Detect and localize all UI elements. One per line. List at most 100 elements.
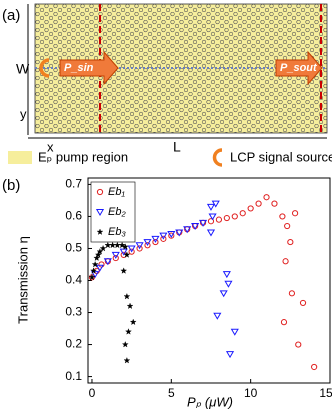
input-label: P_sin: [64, 62, 94, 74]
marker: [284, 222, 291, 230]
marker: [123, 356, 131, 364]
source-swatch: [212, 148, 223, 167]
marker: [152, 238, 159, 246]
source-icon: [39, 58, 50, 78]
marker: [129, 318, 137, 326]
marker: [121, 340, 129, 348]
panel-label: (b): [2, 177, 20, 194]
marker: [103, 258, 112, 266]
panel-label: (a): [2, 7, 20, 24]
marker: [109, 241, 117, 249]
marker: [191, 223, 200, 231]
marker: [159, 232, 168, 240]
marker: [239, 210, 246, 217]
marker: [126, 302, 134, 310]
marker: [291, 210, 299, 217]
marker: [128, 248, 135, 255]
marker: [160, 235, 167, 242]
marker: [223, 214, 230, 222]
marker: [168, 232, 175, 239]
x-axis-title: Pₚ (μW): [187, 394, 233, 409]
marker: [98, 261, 105, 268]
marker: [207, 218, 215, 225]
marker: [230, 328, 239, 336]
marker: [93, 254, 101, 261]
marker: [287, 238, 294, 246]
input-arrow: [59, 50, 119, 86]
marker: [112, 254, 119, 262]
y-axis-title: Transmission η: [15, 236, 30, 324]
marker: [263, 194, 270, 201]
pump-swatch: [8, 151, 32, 164]
pump-legend: Eₚ pump region: [38, 149, 128, 164]
marker: [104, 241, 112, 249]
marker: [91, 260, 99, 268]
marker: [91, 271, 100, 279]
marker: [118, 241, 126, 249]
marker: [123, 251, 131, 258]
marker: [175, 229, 184, 237]
x-tick-label: 10: [244, 386, 258, 400]
marker: [125, 328, 132, 335]
y-tick-label: 0.4: [65, 273, 82, 287]
x-axis-label: x: [47, 139, 54, 154]
marker: [198, 219, 208, 227]
marker: [127, 245, 136, 253]
marker: [88, 273, 96, 281]
legend-label: Eb₂: [108, 206, 126, 218]
legend-label: Eb₃: [108, 226, 126, 238]
marker: [299, 299, 307, 307]
output-arrow: [275, 50, 323, 86]
marker: [225, 351, 235, 359]
marker: [224, 280, 233, 288]
marker: [215, 216, 223, 223]
marker: [151, 235, 160, 243]
marker: [231, 213, 238, 220]
y-tick-label: 0.6: [65, 209, 82, 223]
marker: [99, 244, 107, 252]
marker: [143, 239, 152, 247]
marker: [279, 213, 286, 220]
length-label: L: [173, 139, 181, 155]
marker: [113, 241, 121, 249]
marker: [96, 228, 104, 235]
marker: [167, 231, 176, 239]
y-axis-label: y: [20, 106, 27, 121]
marker: [295, 341, 302, 348]
legend-label: Eb₁: [108, 186, 125, 198]
marker: [136, 245, 143, 252]
marker: [280, 319, 288, 326]
y-tick-label: 0.1: [65, 369, 82, 383]
y-tick-label: 0.5: [65, 241, 82, 255]
marker: [96, 248, 104, 255]
y-tick-label: 0.3: [65, 305, 82, 319]
marker: [183, 226, 192, 234]
x-tick-label: 5: [168, 386, 175, 400]
marker: [271, 200, 278, 207]
width-label: W: [16, 61, 30, 77]
marker: [95, 264, 104, 272]
marker: [121, 243, 129, 250]
y-tick-label: 0.2: [65, 337, 82, 351]
marker: [94, 251, 102, 258]
marker: [96, 188, 104, 196]
marker: [90, 267, 97, 274]
marker: [222, 271, 231, 279]
x-tick-label: 0: [89, 386, 96, 400]
marker: [111, 251, 120, 259]
marker: [123, 292, 131, 300]
marker: [219, 290, 228, 298]
marker: [311, 363, 318, 371]
marker: [144, 242, 151, 249]
marker: [208, 213, 217, 221]
y-tick-label: 0.7: [65, 177, 82, 191]
marker: [282, 258, 289, 265]
marker: [120, 267, 128, 274]
marker: [255, 200, 262, 207]
marker: [288, 290, 296, 297]
marker: [213, 312, 222, 320]
marker: [135, 242, 144, 250]
output-label: P_sout: [280, 62, 318, 74]
x-tick-label: 15: [319, 386, 332, 400]
